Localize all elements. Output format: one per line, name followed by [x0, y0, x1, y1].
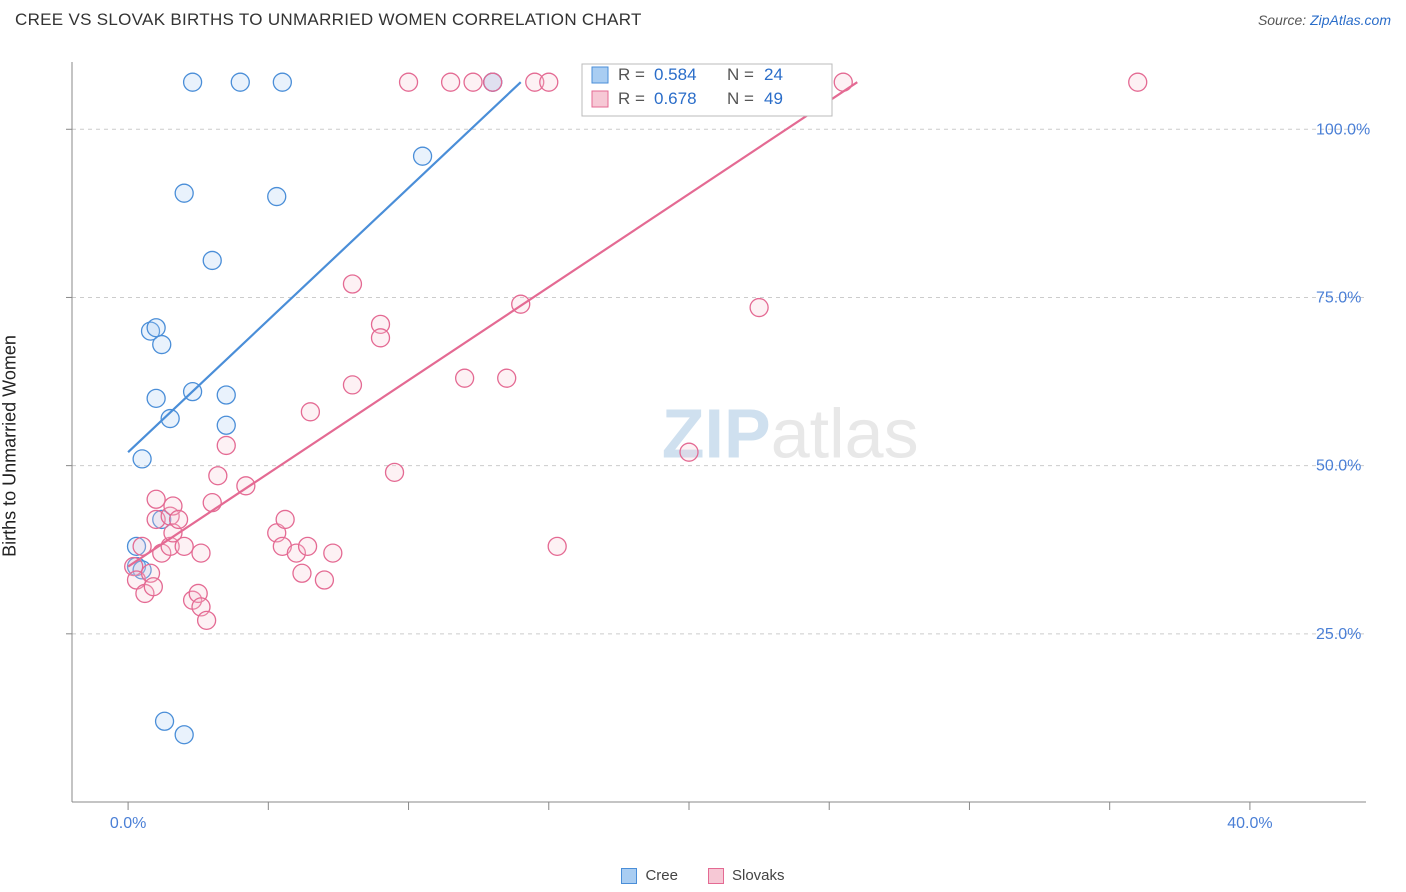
stat-r-label: R =: [618, 89, 645, 108]
data-point-cree: [147, 319, 165, 337]
stat-n-label: N =: [727, 89, 754, 108]
y-axis-title: Births to Unmarried Women: [0, 335, 21, 557]
gridlines: [72, 129, 1366, 634]
stat-swatch-slovaks: [592, 91, 608, 107]
y-tick-label: 50.0%: [1316, 458, 1361, 475]
data-point-slovaks: [372, 329, 390, 347]
data-point-cree: [147, 389, 165, 407]
data-point-slovaks: [540, 73, 558, 91]
data-point-slovaks: [203, 494, 221, 512]
y-tick-label: 100.0%: [1316, 121, 1370, 138]
legend-item-slovaks: Slovaks: [708, 867, 785, 884]
data-point-slovaks: [456, 369, 474, 387]
data-point-slovaks: [144, 578, 162, 596]
data-point-slovaks: [209, 467, 227, 485]
stats-box: R = 0.584 N = 24 R = 0.678 N = 49: [582, 64, 832, 116]
data-point-slovaks: [147, 490, 165, 508]
data-point-slovaks: [276, 510, 294, 528]
data-point-cree: [217, 386, 235, 404]
data-point-cree: [133, 450, 151, 468]
y-tick-label: 25.0%: [1316, 626, 1361, 643]
data-point-slovaks: [217, 436, 235, 454]
data-point-cree: [414, 147, 432, 165]
data-point-cree: [268, 188, 286, 206]
stat-n-value-slovaks: 49: [764, 89, 783, 108]
data-point-cree: [153, 336, 171, 354]
stat-n-value-cree: 24: [764, 65, 783, 84]
legend-swatch-cree: [621, 868, 637, 884]
y-tick-label: 75.0%: [1316, 289, 1361, 306]
data-point-slovaks: [548, 537, 566, 555]
data-point-slovaks: [484, 73, 502, 91]
data-point-cree: [273, 73, 291, 91]
data-point-slovaks: [170, 510, 188, 528]
stat-r-value-slovaks: 0.678: [654, 89, 697, 108]
data-point-slovaks: [464, 73, 482, 91]
data-point-slovaks: [1129, 73, 1147, 91]
stat-r-value-cree: 0.584: [654, 65, 697, 84]
stat-r-label: R =: [618, 65, 645, 84]
data-point-slovaks: [315, 571, 333, 589]
x-tick-label: 0.0%: [110, 815, 146, 832]
data-point-slovaks: [343, 275, 361, 293]
stat-n-label: N =: [727, 65, 754, 84]
data-point-cree: [175, 184, 193, 202]
chart-title: CREE VS SLOVAK BIRTHS TO UNMARRIED WOMEN…: [15, 10, 642, 30]
legend-label-cree: Cree: [645, 867, 678, 884]
data-point-cree: [184, 73, 202, 91]
data-point-slovaks: [324, 544, 342, 562]
data-point-cree: [175, 726, 193, 744]
chart-header: CREE VS SLOVAK BIRTHS TO UNMARRIED WOMEN…: [15, 10, 1391, 30]
watermark: ZIPatlas: [662, 395, 919, 473]
data-point-slovaks: [301, 403, 319, 421]
data-point-slovaks: [400, 73, 418, 91]
data-point-slovaks: [175, 537, 193, 555]
data-point-slovaks: [293, 564, 311, 582]
trendline-slovaks: [128, 82, 857, 566]
data-point-cree: [203, 251, 221, 269]
x-tick-label: 40.0%: [1227, 815, 1272, 832]
data-point-cree: [156, 712, 174, 730]
data-point-slovaks: [299, 537, 317, 555]
legend: Cree Slovaks: [0, 867, 1406, 884]
stat-swatch-cree: [592, 67, 608, 83]
legend-swatch-slovaks: [708, 868, 724, 884]
legend-item-cree: Cree: [621, 867, 678, 884]
trendline-cree: [128, 82, 521, 452]
source-label: Source:: [1258, 12, 1310, 28]
data-point-slovaks: [192, 544, 210, 562]
data-point-slovaks: [198, 611, 216, 629]
data-point-slovaks: [442, 73, 460, 91]
source-citation: Source: ZipAtlas.com: [1258, 12, 1391, 28]
data-point-cree: [231, 73, 249, 91]
plot-area: ZIPatlas 0.0% 40.0% 25.0% 50.0% 75.0% 100.0% R …: [62, 52, 1386, 832]
data-point-slovaks: [343, 376, 361, 394]
scatter-chart: ZIPatlas 0.0% 40.0% 25.0% 50.0% 75.0% 100.0% R …: [62, 52, 1386, 832]
source-value: ZipAtlas.com: [1310, 12, 1391, 28]
data-point-slovaks: [680, 443, 698, 461]
data-point-slovaks: [386, 463, 404, 481]
data-point-slovaks: [750, 299, 768, 317]
data-point-slovaks: [498, 369, 516, 387]
data-point-cree: [217, 416, 235, 434]
legend-label-slovaks: Slovaks: [732, 867, 785, 884]
